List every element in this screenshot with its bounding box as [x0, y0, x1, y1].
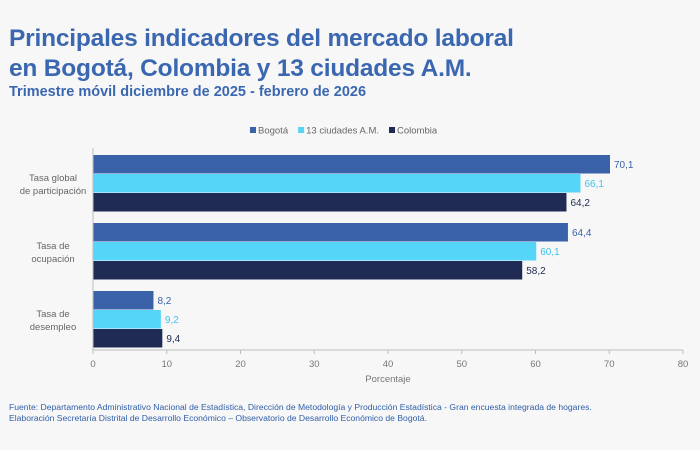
x-tick-label-8: 80 — [678, 359, 689, 370]
bar-2-2 — [93, 329, 163, 348]
data-label-1-0: 64,4 — [572, 228, 592, 239]
x-tick-label-6: 60 — [530, 359, 541, 370]
legend-swatch-2 — [389, 127, 396, 133]
data-label-2-0: 8,2 — [157, 296, 171, 307]
bar-0-1 — [93, 174, 581, 193]
data-label-1-1: 60,1 — [540, 247, 560, 258]
source-note-line-2: Elaboración Secretaría Distrital de Desa… — [9, 413, 427, 423]
data-label-0-2: 64,2 — [570, 198, 590, 209]
chart-title-line-1: Principales indicadores del mercado labo… — [9, 25, 514, 52]
legend-label-1: 13 ciudades A.M. — [306, 126, 379, 137]
chart-subtitle: Trimestre móvil diciembre de 2025 - febr… — [9, 84, 367, 100]
bar-1-0 — [93, 223, 568, 242]
x-tick-label-0: 0 — [90, 359, 95, 370]
data-label-2-2: 9,4 — [166, 334, 180, 345]
bar-chart: Bogotá 13 ciudades A.M. Colombia 70,1 66,1 64… — [20, 126, 689, 386]
legend-swatch-0 — [250, 127, 256, 133]
legend-label-2: Colombia — [397, 126, 438, 137]
category-label-2-0: Tasa de — [36, 309, 69, 320]
x-tick-label-2: 20 — [235, 359, 246, 370]
category-label-1-0: Tasa de — [36, 241, 69, 252]
data-label-0-1: 66,1 — [584, 179, 604, 190]
chart-title: Principales indicadores del mercado labo… — [9, 24, 689, 84]
x-tick-label-5: 50 — [456, 359, 467, 370]
category-label-2-1: desempleo — [30, 322, 76, 333]
legend-swatch-1 — [298, 127, 305, 133]
bar-1-1 — [93, 242, 537, 261]
bar-1-2 — [93, 261, 523, 280]
bar-2-1 — [93, 310, 161, 329]
x-tick-label-7: 70 — [604, 359, 615, 370]
x-axis-title: Porcentaje — [365, 374, 410, 385]
chart-title-line-2: en Bogotá, Colombia y 13 ciudades A.M. — [9, 55, 472, 82]
source-note: Fuente: Departamento Administrativo Naci… — [9, 402, 694, 424]
source-note-line-1: Fuente: Departamento Administrativo Naci… — [9, 402, 592, 412]
category-label-0-0: Tasa global — [29, 173, 77, 184]
category-label-1-1: ocupación — [31, 254, 74, 265]
x-tick-label-4: 40 — [383, 359, 394, 370]
x-tick-label-3: 30 — [309, 359, 320, 370]
legend-label-0: Bogotá — [258, 126, 289, 137]
data-label-0-0: 70,1 — [614, 160, 634, 171]
x-tick-label-1: 10 — [161, 359, 172, 370]
data-label-1-2: 58,2 — [526, 266, 546, 277]
data-label-2-1: 9,2 — [165, 315, 179, 326]
category-label-0-1: de participación — [20, 186, 87, 197]
bar-0-2 — [93, 193, 567, 212]
bar-0-0 — [93, 155, 610, 174]
bar-2-0 — [93, 291, 154, 310]
